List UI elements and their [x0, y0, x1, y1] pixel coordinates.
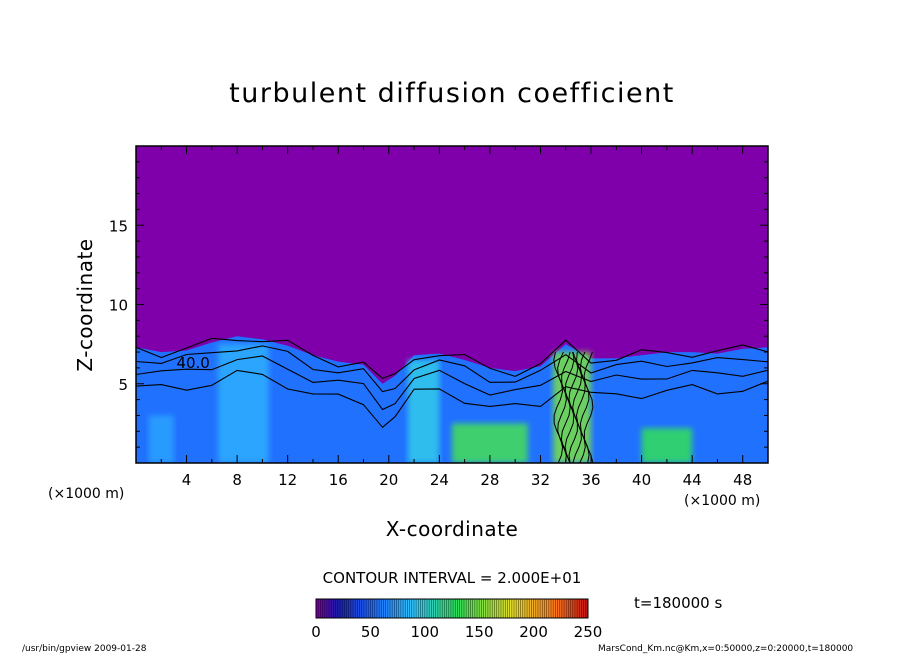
colorbar: 0 50 100 150 200 250: [311, 598, 602, 641]
x-unit-label: (×1000 m): [684, 493, 760, 509]
turbulence-cell-5: [641, 428, 693, 463]
contour-lines: [136, 337, 768, 463]
footer-right: MarsCond_Km.nc@Km,x=0:50000,z=0:20000,t=…: [598, 644, 853, 654]
x-tick-label: 48: [733, 471, 752, 489]
colorbar-tick-label: 50: [361, 623, 380, 641]
chart-title: turbulent diffusion coefficient: [229, 78, 675, 109]
y-tick-label: 5: [118, 376, 128, 394]
plume-contour-1: [553, 352, 564, 463]
turbulence-cell-1: [218, 344, 269, 463]
plume-contour-5: [568, 351, 579, 463]
y-axis-ticks: 5 10 15: [109, 161, 768, 448]
x-tick-label: 16: [329, 471, 348, 489]
plume-contour-3: [560, 351, 571, 463]
x-tick-label: 20: [379, 471, 398, 489]
y-axis-label: Z-coordinate: [73, 238, 97, 371]
colorbar-tick-label: 200: [519, 623, 548, 641]
x-tick-label: 40: [632, 471, 651, 489]
y-unit-label: (×1000 m): [48, 486, 124, 502]
x-tick-label: 24: [430, 471, 449, 489]
colorbar-fill: [316, 599, 588, 618]
plume-contour-9: [583, 351, 594, 463]
y-tick-label: 10: [109, 297, 128, 315]
colorbar-tick-label: 150: [465, 623, 494, 641]
boundary-layer-region: [136, 336, 768, 463]
x-tick-label: 36: [581, 471, 600, 489]
colorbar-ticks: 0 50 100 150 200 250: [311, 623, 602, 641]
contour-interval-text: CONTOUR INTERVAL = 2.000E+01: [323, 569, 582, 587]
contour-line-1: [136, 337, 768, 380]
x-tick-label: 12: [278, 471, 297, 489]
x-tick-label: 44: [683, 471, 702, 489]
x-tick-label: 32: [531, 471, 550, 489]
x-axis-ticks: 4 8 12 16 20 24 28 32 36 40 44 48: [160, 146, 752, 489]
time-label: t=180000 s: [634, 594, 722, 612]
colorbar-tick-label: 250: [574, 623, 603, 641]
x-axis-label: X-coordinate: [386, 517, 519, 541]
y-tick-label: 15: [109, 217, 128, 235]
colorbar-tick-label: 0: [311, 623, 321, 641]
colorbar-frame: [315, 598, 589, 619]
x-tick-label: 4: [182, 471, 192, 489]
x-tick-label: 28: [480, 471, 499, 489]
plot-area: 40.0: [135, 145, 769, 464]
contour-line-3: [136, 355, 768, 411]
contour-line-2: [136, 345, 768, 393]
colorbar-tick-label: 100: [410, 623, 439, 641]
contour-label: 40.0: [176, 354, 209, 372]
x-tick-label: 8: [232, 471, 242, 489]
turbulence-cell-2: [407, 359, 440, 463]
colorbar-stripes: [315, 599, 589, 618]
plume-contour-7: [575, 352, 586, 463]
contour-line-4: [136, 369, 768, 429]
turbulence-cell-6: [148, 415, 174, 463]
footer-left: /usr/bin/gpview 2009-01-28: [22, 644, 147, 654]
